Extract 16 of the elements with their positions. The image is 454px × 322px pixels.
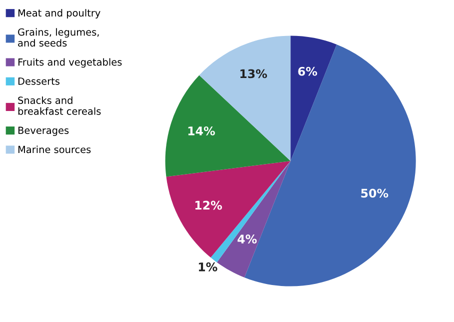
data-label: 50% — [361, 188, 388, 198]
legend-label: Snacks and breakfast cereals — [18, 96, 101, 115]
pie-slice — [166, 161, 291, 258]
pie-slice — [290, 36, 337, 161]
data-label: 14% — [188, 126, 215, 136]
data-label: 6% — [298, 66, 318, 76]
data-label: 12% — [195, 200, 222, 210]
legend-label: Marine sources — [18, 146, 91, 154]
legend-label: Meat and poultry — [18, 9, 100, 18]
data-label: 13% — [240, 69, 267, 78]
data-label: 4% — [238, 234, 257, 244]
legend-label: Beverages — [18, 126, 69, 136]
data-label: 1% — [198, 262, 218, 272]
legend-label: Fruits and vegetables — [18, 58, 122, 68]
legend-label: Grains, legumes, and seeds — [18, 28, 99, 47]
legend-label: Desserts — [18, 78, 60, 85]
